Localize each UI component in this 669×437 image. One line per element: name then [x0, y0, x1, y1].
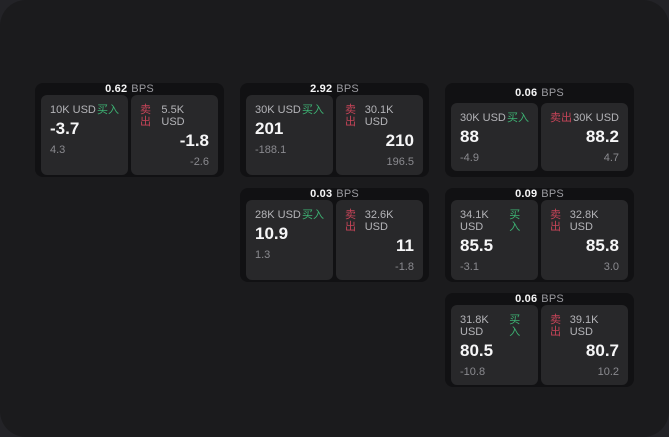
quote-cards-grid: 0.62 BPS 10K USD 买入 -3.7 4.3 卖出 5.5K USD…	[35, 83, 634, 387]
spread-header: 0.03 BPS	[240, 188, 429, 200]
quote-card: 0.62 BPS 10K USD 买入 -3.7 4.3 卖出 5.5K USD…	[35, 83, 224, 177]
sell-sub-value: 10.2	[597, 366, 619, 378]
sell-sub-value: -2.6	[190, 156, 209, 168]
sell-panel[interactable]: 卖出 5.5K USD -1.8 -2.6	[131, 95, 218, 175]
quote-card: 0.03 BPS 28K USD 买入 10.9 1.3 卖出 32.6K US…	[240, 188, 429, 282]
buy-price: 10.9	[255, 224, 289, 243]
buy-panel[interactable]: 31.8K USD 买入 80.5 -10.8	[451, 305, 538, 385]
buy-label: 买入	[302, 104, 324, 116]
buy-amount: 30K USD	[255, 104, 301, 116]
sell-price: 85.8	[585, 236, 619, 255]
sell-price: 210	[385, 131, 414, 150]
buy-sell-panels: 30K USD 买入 88 -4.9 卖出 30K USD 88.2 4.7	[451, 103, 628, 171]
spread-unit-label: BPS	[541, 87, 564, 99]
spread-value: 0.06	[515, 87, 538, 99]
buy-sell-panels: 34.1K USD 买入 85.5 -3.1 卖出 32.8K USD 85.8…	[451, 200, 628, 280]
spread-unit-label: BPS	[336, 83, 359, 95]
buy-label: 买入	[507, 112, 529, 124]
buy-price: 80.5	[460, 341, 494, 360]
sell-amount: 32.8K USD	[569, 209, 599, 233]
buy-label: 买入	[509, 314, 521, 338]
sell-label: 卖出	[550, 314, 561, 338]
spread-unit-label: BPS	[131, 83, 154, 95]
spread-value: 0.06	[515, 293, 538, 305]
spread-unit-label: BPS	[541, 188, 564, 200]
spread-value: 0.62	[105, 83, 128, 95]
sell-panel[interactable]: 卖出 30.1K USD 210 196.5	[336, 95, 423, 175]
buy-panel[interactable]: 10K USD 买入 -3.7 4.3	[41, 95, 128, 175]
buy-price: 85.5	[460, 236, 494, 255]
sell-panel[interactable]: 卖出 39.1K USD 80.7 10.2	[541, 305, 628, 385]
buy-label: 买入	[97, 104, 119, 116]
sell-panel[interactable]: 卖出 32.6K USD 11 -1.8	[336, 200, 423, 280]
sell-amount: 32.6K USD	[364, 209, 394, 233]
sell-price: 11	[396, 236, 414, 255]
sell-sub-value: -1.8	[395, 261, 414, 273]
spread-value: 0.03	[310, 188, 333, 200]
buy-price: 88	[460, 127, 479, 146]
buy-panel[interactable]: 34.1K USD 买入 85.5 -3.1	[451, 200, 538, 280]
sell-amount: 5.5K USD	[161, 104, 185, 128]
sell-label: 卖出	[550, 209, 561, 233]
buy-amount: 31.8K USD	[460, 314, 489, 338]
buy-sub-value: -188.1	[255, 144, 287, 156]
buy-amount: 34.1K USD	[460, 209, 489, 233]
buy-label: 买入	[509, 209, 521, 233]
buy-amount: 28K USD	[255, 209, 301, 221]
sell-amount: 39.1K USD	[569, 314, 599, 338]
sell-amount: 30.1K USD	[364, 104, 394, 128]
spread-header: 0.09 BPS	[445, 188, 634, 200]
spread-header: 0.06 BPS	[445, 293, 634, 305]
buy-sub-value: -3.1	[460, 261, 479, 273]
sell-panel[interactable]: 卖出 30K USD 88.2 4.7	[541, 103, 628, 171]
spread-header: 0.62 BPS	[35, 83, 224, 95]
buy-sell-panels: 28K USD 买入 10.9 1.3 卖出 32.6K USD 11 -1.8	[246, 200, 423, 280]
sell-amount: 30K USD	[573, 112, 619, 124]
buy-panel[interactable]: 30K USD 买入 201 -188.1	[246, 95, 333, 175]
buy-panel[interactable]: 30K USD 买入 88 -4.9	[451, 103, 538, 171]
buy-sell-panels: 31.8K USD 买入 80.5 -10.8 卖出 39.1K USD 80.…	[451, 305, 628, 385]
quote-card: 0.09 BPS 34.1K USD 买入 85.5 -3.1 卖出 32.8K…	[445, 188, 634, 282]
buy-label: 买入	[302, 209, 324, 221]
spread-value: 2.92	[310, 83, 333, 95]
buy-sub-value: 1.3	[255, 249, 271, 261]
sell-panel[interactable]: 卖出 32.8K USD 85.8 3.0	[541, 200, 628, 280]
buy-price: 201	[255, 119, 284, 138]
buy-amount: 30K USD	[460, 112, 506, 124]
sell-sub-value: 196.5	[386, 156, 414, 168]
buy-sub-value: -4.9	[460, 152, 479, 164]
spread-header: 2.92 BPS	[240, 83, 429, 95]
quote-card: 0.06 BPS 30K USD 买入 88 -4.9 卖出 30K USD 8…	[445, 83, 634, 177]
buy-sub-value: -10.8	[460, 366, 486, 378]
sell-sub-value: 3.0	[603, 261, 619, 273]
buy-sell-panels: 30K USD 买入 201 -188.1 卖出 30.1K USD 210 1…	[246, 95, 423, 175]
sell-label: 卖出	[345, 209, 356, 233]
sell-label: 卖出	[550, 112, 572, 124]
spread-value: 0.09	[515, 188, 538, 200]
sell-price: -1.8	[179, 131, 209, 150]
buy-sell-panels: 10K USD 买入 -3.7 4.3 卖出 5.5K USD -1.8 -2.…	[41, 95, 218, 175]
quote-card: 0.06 BPS 31.8K USD 买入 80.5 -10.8 卖出 39.1…	[445, 293, 634, 387]
buy-amount: 10K USD	[50, 104, 96, 116]
sell-price: 80.7	[585, 341, 619, 360]
buy-sub-value: 4.3	[50, 144, 66, 156]
buy-panel[interactable]: 28K USD 买入 10.9 1.3	[246, 200, 333, 280]
buy-price: -3.7	[50, 119, 80, 138]
sell-label: 卖出	[140, 104, 151, 128]
spread-unit-label: BPS	[336, 188, 359, 200]
spread-unit-label: BPS	[541, 293, 564, 305]
sell-sub-value: 4.7	[603, 152, 619, 164]
quote-card: 2.92 BPS 30K USD 买入 201 -188.1 卖出 30.1K …	[240, 83, 429, 177]
sell-label: 卖出	[345, 104, 356, 128]
spread-header: 0.06 BPS	[445, 83, 634, 103]
sell-price: 88.2	[585, 127, 619, 146]
